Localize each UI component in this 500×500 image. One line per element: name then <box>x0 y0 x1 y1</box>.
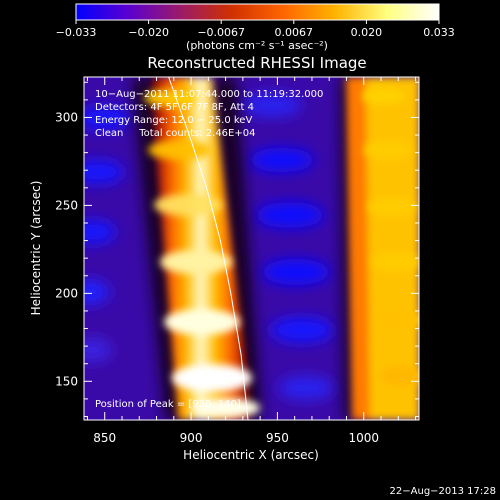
x-tick-label: 1000 <box>348 431 379 445</box>
y-tick-label: 300 <box>55 110 78 124</box>
annotation-detectors: Detectors: 4F 5F 6F 7F 8F, Att 4 <box>95 102 254 113</box>
colorbar-tick-label: 0.0067 <box>275 26 314 39</box>
x-axis-label: Heliocentric X (arcsec) <box>183 448 319 462</box>
y-tick-label: 150 <box>55 374 78 388</box>
x-axis-ticks: 850 900 950 1000 <box>86 77 417 445</box>
colorbar-unit-label: (photons cm⁻² s⁻¹ asec⁻²) <box>186 39 328 52</box>
plot-frame <box>83 76 420 421</box>
y-axis-ticks: 150 200 250 300 <box>55 81 419 417</box>
colorbar-tick-label: 0.033 <box>423 26 455 39</box>
chart-title: Reconstructed RHESSI Image <box>147 54 366 72</box>
solar-limb-line <box>168 77 249 420</box>
secondary-source-band <box>346 77 419 420</box>
x-tick-label: 900 <box>180 431 203 445</box>
colorbar-tick-label: −0.020 <box>128 26 169 39</box>
colorbar <box>75 3 440 21</box>
heatmap-image <box>84 77 419 420</box>
colorbar-tick-label: −0.0067 <box>197 26 245 39</box>
primary-source-band <box>150 77 252 420</box>
y-tick-label: 200 <box>55 286 78 300</box>
annotation-energy-range: Energy Range: 12.0 − 25.0 keV <box>95 115 252 126</box>
y-axis-label: Heliocentric Y (arcsec) <box>29 181 43 316</box>
footer-timestamp: 22−Aug−2013 17:28 <box>390 486 496 497</box>
colorbar-ticks: −0.033 −0.020 −0.0067 0.0067 0.020 0.033 <box>56 20 455 39</box>
colorbar-tick-label: 0.020 <box>351 26 383 39</box>
x-tick-label: 950 <box>266 431 289 445</box>
x-tick-label: 850 <box>93 431 116 445</box>
blue-lobes <box>84 93 334 400</box>
y-tick-label: 250 <box>55 198 78 212</box>
annotation-clean-counts: Clean Total counts: 2.46E+04 <box>95 128 255 139</box>
annotation-time-range: 10−Aug−2011 11:07:44.000 to 11:19:32.000 <box>95 89 323 100</box>
colorbar-tick-label: −0.033 <box>56 26 97 39</box>
annotation-peak-position: Position of Peak = [930, 140] <box>95 399 241 410</box>
